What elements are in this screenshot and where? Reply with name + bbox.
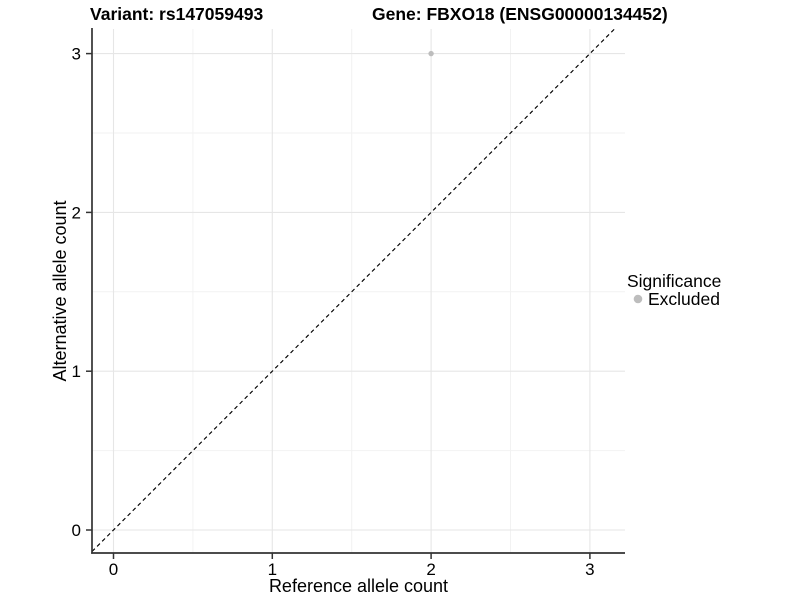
legend-dot-icon xyxy=(633,294,643,304)
y-axis-title: Alternative allele count xyxy=(50,200,70,381)
legend-title: Significance xyxy=(627,271,721,291)
legend-entry-label: Excluded xyxy=(648,289,720,309)
y-tick-marks xyxy=(86,52,92,531)
x-axis-title: Reference allele count xyxy=(269,576,448,596)
y-tick-label: 2 xyxy=(72,203,81,222)
identity-line xyxy=(91,28,615,552)
gridlines-minor xyxy=(92,29,625,553)
plot-panel xyxy=(92,29,625,553)
x-tick-label: 2 xyxy=(426,560,435,579)
x-tick-label: 3 xyxy=(585,560,594,579)
y-tick-label: 3 xyxy=(72,45,81,64)
x-tick-marks xyxy=(112,553,591,559)
legend: Significance Excluded xyxy=(627,271,721,309)
x-tick-label: 0 xyxy=(109,560,118,579)
x-tick-label: 1 xyxy=(268,560,277,579)
data-point-excluded xyxy=(428,50,434,57)
plot-title-gene: Gene: FBXO18 (ENSG00000134452) xyxy=(372,4,668,24)
y-tick-label: 1 xyxy=(72,362,81,381)
plot-title-variant: Variant: rs147059493 xyxy=(90,4,263,24)
gridlines-major xyxy=(92,29,625,553)
y-tick-label: 0 xyxy=(72,521,81,540)
